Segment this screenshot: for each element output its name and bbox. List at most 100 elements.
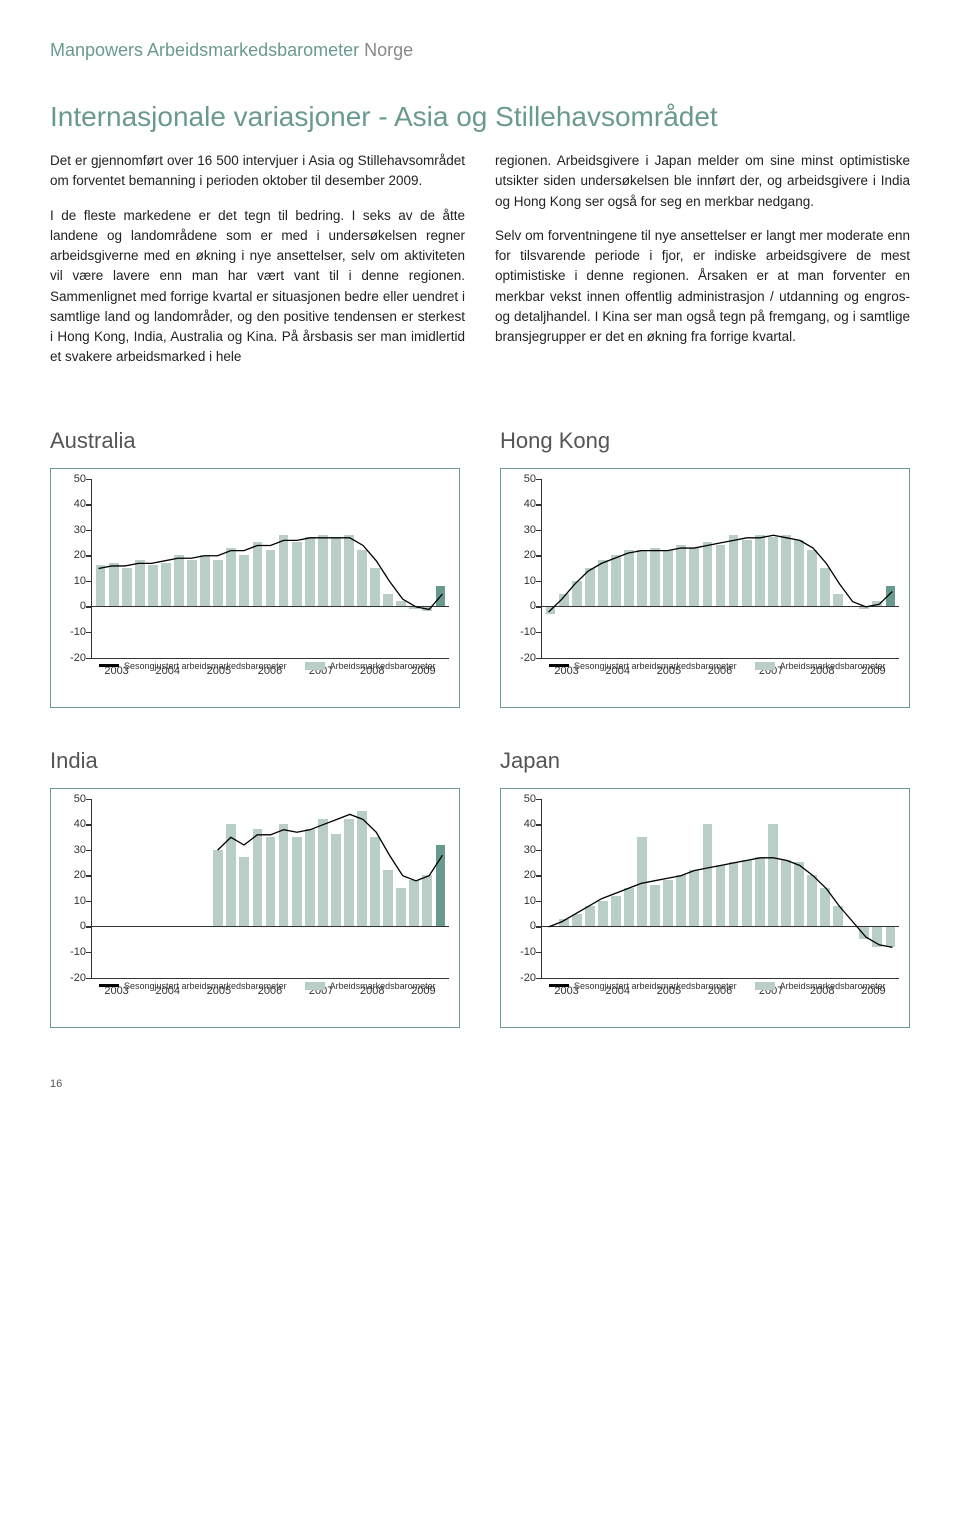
legend-bar: Arbeidsmarkedsbarometer xyxy=(755,661,886,671)
bar xyxy=(187,560,197,606)
legend-bar: Arbeidsmarkedsbarometer xyxy=(305,981,436,991)
legend-line: Sesongjustert arbeidsmarkedsbarometer xyxy=(99,981,287,991)
bar xyxy=(650,885,660,926)
bar xyxy=(148,565,158,606)
y-tick-label: -10 xyxy=(54,946,86,958)
bar xyxy=(768,537,778,606)
bar xyxy=(370,568,380,606)
bar xyxy=(807,875,817,926)
y-tick-label: 50 xyxy=(54,793,86,805)
chart-hong-kong: Hong Kong-20-100102030405020032004200520… xyxy=(500,428,910,708)
bar xyxy=(161,563,171,606)
y-tick-label: 10 xyxy=(54,575,86,587)
bar xyxy=(807,550,817,606)
bar xyxy=(174,555,184,606)
body-col-1: Det er gjennomført over 16 500 intervjue… xyxy=(50,151,465,368)
chart-frame: -20-100102030405020032004200520062007200… xyxy=(500,788,910,1028)
chart-india: India-20-1001020304050200320042005200620… xyxy=(50,748,460,1028)
bar xyxy=(624,888,634,926)
chart-legend: Sesongjustert arbeidsmarkedsbarometer Arb… xyxy=(99,981,436,991)
y-tick-label: 10 xyxy=(504,575,536,587)
bar xyxy=(357,811,367,926)
chart-legend: Sesongjustert arbeidsmarkedsbarometerArb… xyxy=(549,981,886,991)
bar xyxy=(820,568,830,606)
bar xyxy=(344,535,354,607)
y-tick-label: 0 xyxy=(504,600,536,612)
y-tick-label: 50 xyxy=(504,793,536,805)
body-col-2: regionen. Arbeidsgivere i Japan melder o… xyxy=(495,151,910,368)
bar xyxy=(344,819,354,926)
legend-bar-label: Arbeidsmarkedsbarometer xyxy=(780,661,886,671)
bar xyxy=(396,888,406,926)
chart-legend: Sesongjustert arbeidsmarkedsbarometerArb… xyxy=(99,661,436,671)
bar xyxy=(886,586,896,606)
bar xyxy=(689,870,699,926)
bars xyxy=(544,799,897,978)
chart-title: Hong Kong xyxy=(500,428,910,454)
bar xyxy=(226,548,236,607)
bar xyxy=(755,857,765,926)
bar xyxy=(663,880,673,926)
bar xyxy=(611,555,621,606)
bar xyxy=(213,850,223,927)
bars xyxy=(94,479,447,658)
bar xyxy=(305,537,315,606)
body-text: Det er gjennomført over 16 500 intervjue… xyxy=(50,151,910,368)
y-tick-label: -20 xyxy=(504,972,536,984)
y-tick-label: 20 xyxy=(504,869,536,881)
bar xyxy=(716,545,726,606)
bar xyxy=(833,594,843,607)
y-tick-label: 30 xyxy=(54,524,86,536)
plot-area: -20-1001020304050 xyxy=(541,479,899,659)
legend-bar: Arbeidsmarkedsbarometer xyxy=(755,981,886,991)
chart-title: India xyxy=(50,748,460,774)
bar xyxy=(239,857,249,926)
bar xyxy=(781,860,791,926)
bar xyxy=(200,555,210,606)
bar xyxy=(703,824,713,926)
plot-area: -20-1001020304050 xyxy=(91,479,449,659)
bar xyxy=(768,824,778,926)
y-tick-label: -10 xyxy=(54,626,86,638)
chart-title: Australia xyxy=(50,428,460,454)
bar xyxy=(318,535,328,607)
bar xyxy=(318,819,328,926)
bar xyxy=(253,542,263,606)
bar xyxy=(559,594,569,607)
bar xyxy=(676,545,686,606)
y-tick-label: 20 xyxy=(54,549,86,561)
bar xyxy=(624,550,634,606)
header-brand: Manpowers Arbeidsmarkedsbarometer xyxy=(50,40,359,60)
y-tick-label: 10 xyxy=(504,895,536,907)
page-number: 16 xyxy=(50,1078,910,1090)
bar xyxy=(820,888,830,926)
y-tick-label: 40 xyxy=(54,818,86,830)
y-tick-label: 20 xyxy=(54,869,86,881)
bar xyxy=(689,548,699,607)
bar xyxy=(859,926,869,939)
bar xyxy=(572,914,582,927)
legend-line: Sesongjustert arbeidsmarkedsbarometer xyxy=(549,661,737,671)
y-tick-label: 40 xyxy=(504,498,536,510)
y-tick-label: -20 xyxy=(504,652,536,664)
bar xyxy=(872,926,882,946)
bar xyxy=(598,560,608,606)
bar xyxy=(279,824,289,926)
bars xyxy=(544,479,897,658)
plot-area: -20-1001020304050 xyxy=(541,799,899,979)
bar xyxy=(611,896,621,927)
bar xyxy=(213,560,223,606)
bar xyxy=(266,550,276,606)
page-header: Manpowers Arbeidsmarkedsbarometer Norge xyxy=(50,40,910,61)
bar xyxy=(572,581,582,607)
bar xyxy=(663,550,673,606)
bar xyxy=(598,901,608,927)
y-tick-label: 0 xyxy=(54,600,86,612)
chart-legend: Sesongjustert arbeidsmarkedsbarometer Arb… xyxy=(549,661,886,671)
y-tick-label: 30 xyxy=(504,524,536,536)
bar xyxy=(650,548,660,607)
legend-line-label: Sesongjustert arbeidsmarkedsbarometer xyxy=(124,981,287,991)
legend-line: Sesongjustert arbeidsmarkedsbarometer xyxy=(99,661,287,671)
y-tick-label: 0 xyxy=(54,920,86,932)
y-tick-label: 50 xyxy=(504,473,536,485)
